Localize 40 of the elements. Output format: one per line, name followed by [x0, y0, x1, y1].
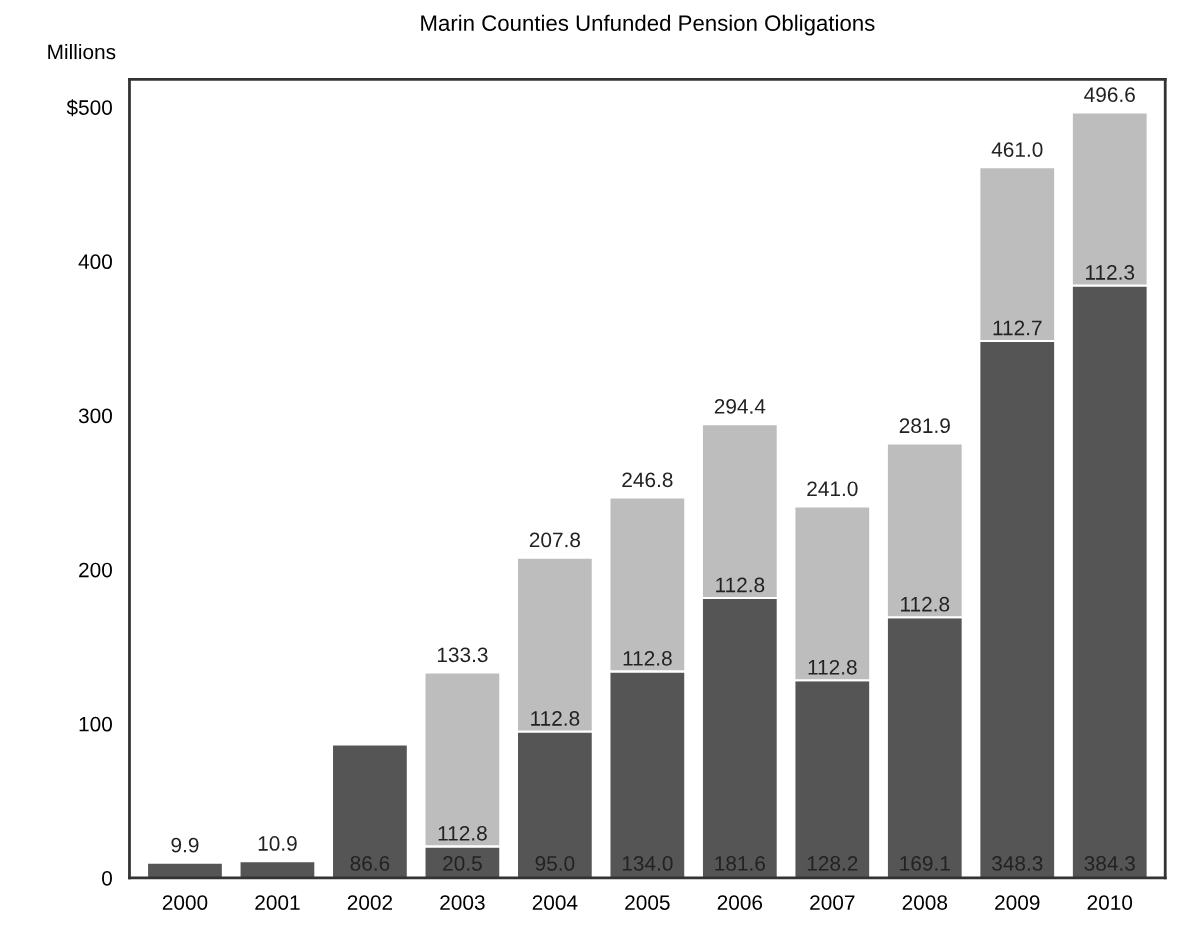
- y-tick-label: 100: [79, 716, 112, 732]
- total-label: 10.9: [258, 836, 297, 851]
- total-label: 241.0: [807, 481, 858, 497]
- bar: [146, 861, 224, 878]
- x-tick-label: 2010: [1087, 895, 1133, 910]
- data-label: 112.7: [993, 320, 1042, 336]
- y-axis-title: Millions: [48, 44, 116, 60]
- y-tick-label: $500: [66, 99, 112, 117]
- x-tick-label: 2002: [347, 895, 393, 910]
- total-label: 207.8: [529, 532, 581, 548]
- data-label: 112.8: [716, 577, 765, 593]
- bar: [330, 743, 409, 878]
- x-tick-label: 2000: [162, 895, 208, 910]
- y-tick-label: 200: [79, 562, 112, 578]
- bar: [238, 860, 317, 878]
- y-tick-label: 400: [78, 254, 112, 270]
- y-tick-label: 300: [78, 408, 112, 424]
- total-label: 294.4: [714, 399, 766, 414]
- x-tick-label: 2006: [717, 895, 763, 910]
- x-tick-label: 2008: [902, 895, 948, 910]
- x-tick-label: 2009: [995, 895, 1040, 910]
- total-label: 133.3: [437, 647, 488, 663]
- x-tick-label: 2003: [440, 895, 485, 910]
- total-label: 496.6: [1084, 87, 1135, 103]
- data-label: 112.8: [531, 711, 580, 726]
- total-label: 461.0: [991, 142, 1043, 157]
- x-tick-label: 2007: [810, 895, 855, 910]
- data-label: 112.8: [901, 596, 950, 612]
- chart-title: Marin Counties Unfunded Pension Obligations: [421, 14, 875, 36]
- x-tick-label: 2005: [625, 895, 670, 910]
- x-tick-label: 2004: [532, 895, 578, 910]
- total-label: 9.9: [171, 837, 199, 853]
- total-label: 281.9: [899, 418, 950, 434]
- total-label: 246.8: [622, 472, 673, 488]
- data-label: 112.3: [1086, 265, 1135, 280]
- y-tick-label: 0: [102, 870, 112, 886]
- data-label: 112.8: [623, 650, 672, 666]
- data-label: 112.8: [438, 825, 487, 841]
- data-label: 112.8: [808, 659, 857, 675]
- x-tick-label: 2001: [255, 895, 300, 910]
